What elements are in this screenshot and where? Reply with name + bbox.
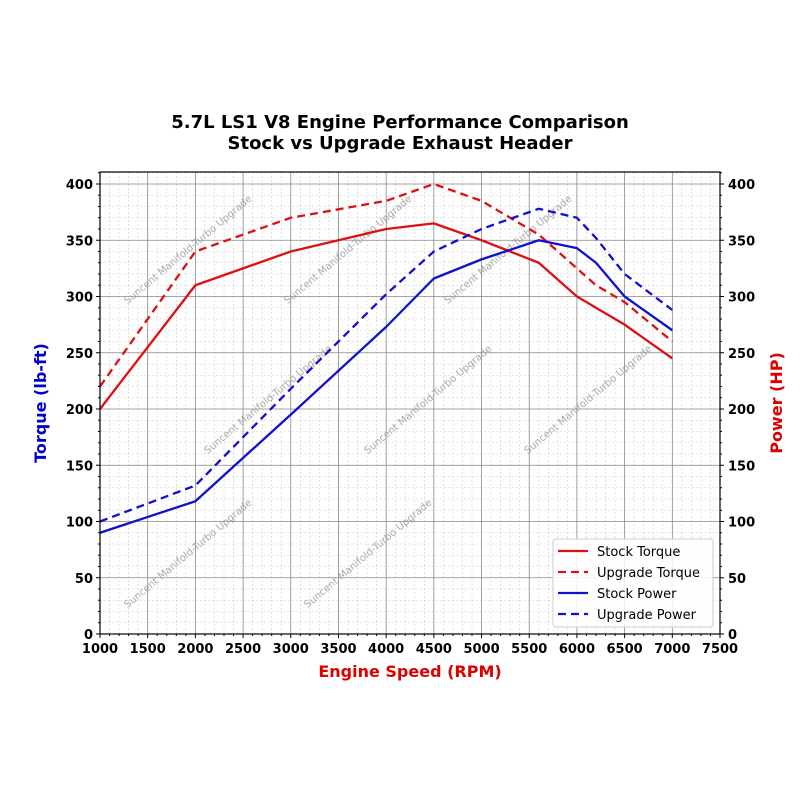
x-tick-label: 5000 xyxy=(463,642,499,657)
y-tick-label: 200 xyxy=(66,403,93,418)
series-line-stock-power xyxy=(99,239,673,534)
legend-label: Upgrade Power xyxy=(597,608,697,623)
y-tick-label: 350 xyxy=(66,234,93,249)
x-tick-label: 7500 xyxy=(702,642,738,657)
legend: Stock Torque Upgrade Torque Stock Power Upg… xyxy=(552,538,714,628)
y-tick-label: 50 xyxy=(75,572,93,587)
plot-frame xyxy=(99,171,721,635)
legend-label: Stock Torque xyxy=(597,545,680,560)
series-lines xyxy=(99,182,674,534)
y2-tick-label: 250 xyxy=(728,347,755,362)
watermark-text: Suncent Manifold-Turbo Upgrade xyxy=(202,344,334,457)
x-tick-label: 6000 xyxy=(559,642,595,657)
y-tick-label: 400 xyxy=(66,178,93,193)
axis-ticks: 1000 1500 2000 2500 3000 3500 4000 4500 5000 5500… xyxy=(66,172,755,657)
x-tick-label: 3000 xyxy=(273,642,309,657)
x-tick-label: 7000 xyxy=(654,642,690,657)
y2-tick-label: 0 xyxy=(728,628,737,643)
y-tick-label: 100 xyxy=(66,516,93,531)
series-line-upgrade-power xyxy=(99,207,674,523)
x-tick-label: 3500 xyxy=(320,642,356,657)
y2-tick-label: 50 xyxy=(728,572,746,587)
series-line-stock-torque xyxy=(99,222,673,410)
x-tick-label: 4000 xyxy=(368,642,404,657)
y2-axis-label: Power (HP) xyxy=(767,352,786,454)
chart-title-line1: 5.7L LS1 V8 Engine Performance Compariso… xyxy=(171,112,629,133)
x-tick-label: 1000 xyxy=(82,642,118,657)
y2-tick-label: 200 xyxy=(728,403,755,418)
watermark-text: Suncent Manifold-Turbo Upgrade xyxy=(122,498,254,611)
y2-tick-label: 300 xyxy=(728,291,755,306)
y2-tick-label: 150 xyxy=(728,459,755,474)
watermark-text: Suncent Manifold-Turbo Upgrade xyxy=(522,344,654,457)
y-tick-label: 300 xyxy=(66,291,93,306)
x-tick-label: 2500 xyxy=(225,642,261,657)
x-axis-label: Engine Speed (RPM) xyxy=(318,662,501,681)
chart-title-line2: Stock vs Upgrade Exhaust Header xyxy=(228,133,573,154)
watermark-text: Suncent Manifold-Turbo Upgrade xyxy=(122,194,254,307)
y2-tick-label: 100 xyxy=(728,516,755,531)
y-tick-label: 150 xyxy=(66,459,93,474)
legend-label: Upgrade Torque xyxy=(597,566,700,581)
watermark-text: Suncent Manifold-Turbo Upgrade xyxy=(282,194,414,307)
x-tick-label: 2000 xyxy=(177,642,213,657)
x-tick-label: 6500 xyxy=(607,642,643,657)
legend-label: Stock Power xyxy=(597,587,677,602)
series-line-upgrade-torque xyxy=(99,182,674,388)
watermark-text: Suncent Manifold-Turbo Upgrade xyxy=(362,344,494,457)
y2-tick-label: 400 xyxy=(728,178,755,193)
y-tick-label: 0 xyxy=(84,628,93,643)
y-axis-label: Torque (lb-ft) xyxy=(31,343,50,463)
y-tick-label: 250 xyxy=(66,347,93,362)
x-tick-label: 5500 xyxy=(511,642,547,657)
y2-tick-label: 350 xyxy=(728,234,755,249)
x-tick-label: 4500 xyxy=(416,642,452,657)
x-tick-label: 1500 xyxy=(130,642,166,657)
